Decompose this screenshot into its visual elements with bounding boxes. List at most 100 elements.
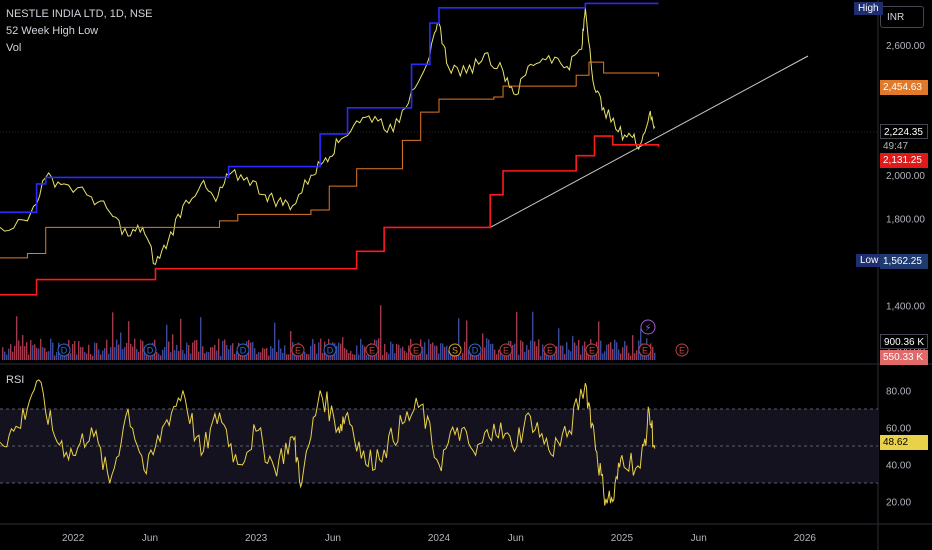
volume-bar (456, 352, 458, 360)
volume-bar (38, 348, 40, 360)
event-marker-icon[interactable]: E (365, 343, 379, 357)
low-value-label: 1,562.25 (880, 254, 928, 269)
event-marker-icon[interactable]: D (323, 343, 337, 357)
volume-bar (280, 348, 282, 360)
volume-bar (618, 349, 620, 360)
svg-text:D: D (240, 346, 247, 356)
volume-bar (184, 353, 186, 360)
volume-bar (308, 354, 310, 360)
price-tick-label: 1,400.00 (886, 302, 925, 313)
volume-bar (312, 338, 314, 360)
volume-bar (554, 349, 556, 360)
event-marker-icon[interactable]: D (143, 343, 157, 357)
volume-bar (630, 355, 632, 360)
price-tick-label: 2,000.00 (886, 171, 925, 182)
volume-bar (140, 339, 142, 360)
event-marker-icon[interactable]: E (675, 343, 689, 357)
volume-bar (296, 354, 298, 360)
volume-bar (40, 338, 42, 360)
volume-bar (164, 347, 166, 360)
volume-bar (610, 342, 612, 360)
volume-bar (622, 347, 624, 360)
volume-bar (606, 344, 608, 360)
volume-bar (86, 353, 88, 360)
event-marker-icon[interactable]: E (585, 343, 599, 357)
volume-bar (178, 351, 180, 360)
volume-bar (446, 345, 448, 360)
volume-bar (158, 353, 160, 360)
volume-bar (344, 348, 346, 360)
volume-bar (166, 324, 168, 360)
volume-bar (364, 346, 366, 360)
volume-bar (116, 339, 118, 360)
currency-button[interactable]: INR (880, 6, 924, 28)
volume-bar (204, 353, 206, 360)
volume-bar (460, 355, 462, 360)
time-tick-label: 2025 (611, 533, 634, 544)
volume-bar (70, 353, 72, 360)
volume-bar (390, 341, 392, 360)
volume-bar (654, 352, 656, 360)
volume-bar (212, 347, 214, 360)
volume-bar (24, 346, 26, 360)
volume-bar (558, 328, 560, 360)
event-marker-icon[interactable]: D (236, 343, 250, 357)
volume-bar (2, 347, 4, 360)
volume-label: Vol (6, 42, 22, 54)
volume-bar (550, 355, 552, 360)
volume-bar (52, 342, 54, 360)
volume-bar (432, 342, 434, 360)
low-line-label: 2,131.25 (880, 153, 928, 168)
time-tick-label: 2026 (794, 533, 817, 544)
volume-bar (28, 354, 30, 360)
event-marker-icon[interactable]: D (57, 343, 71, 357)
volume-bar (260, 352, 262, 360)
volume-bar (12, 351, 14, 360)
volume-bar (340, 343, 342, 360)
volume-bar (652, 346, 654, 360)
rsi-value-label: 48.62 (880, 435, 928, 450)
volume-bar (128, 321, 130, 360)
volume-bar (94, 342, 96, 360)
volume-bar (356, 345, 358, 360)
volume-bar (230, 345, 232, 360)
svg-text:E: E (679, 346, 685, 356)
volume-bar (564, 354, 566, 360)
countdown-label: 49:47 (880, 139, 928, 154)
volume-bar (122, 348, 124, 360)
event-marker-icon[interactable]: S (448, 343, 462, 357)
volume-bar (222, 340, 224, 360)
event-marker-icon[interactable]: D (468, 343, 482, 357)
event-marker-icon[interactable]: E (543, 343, 557, 357)
volume-bar (234, 353, 236, 360)
volume-bar (220, 355, 222, 360)
volume-bar (216, 350, 218, 360)
volume-bar (484, 347, 486, 360)
volume-bar (22, 335, 24, 360)
volume-bar (256, 354, 258, 360)
event-marker-icon[interactable]: E (409, 343, 423, 357)
volume-bar (80, 347, 82, 360)
rsi-tick-label: 60.00 (886, 424, 911, 435)
volume-bar (580, 354, 582, 360)
volume-bar (124, 346, 126, 360)
event-marker-icon[interactable]: E (499, 343, 513, 357)
svg-text:D: D (61, 346, 68, 356)
event-marker-icon[interactable]: E (638, 343, 652, 357)
volume-bar (194, 340, 196, 360)
volume-bar (310, 345, 312, 360)
volume-bar (302, 350, 304, 360)
volume-bar (634, 353, 636, 360)
event-marker-icon[interactable]: E (291, 343, 305, 357)
volume-bar (244, 354, 246, 360)
volume-bar (584, 341, 586, 360)
volume-bar (386, 352, 388, 360)
volume-bar (236, 351, 238, 360)
volume-bar (316, 353, 318, 360)
volume-bar (422, 346, 424, 360)
volume-bar (402, 346, 404, 360)
volume-bar (186, 342, 188, 360)
svg-text:E: E (295, 346, 301, 356)
volume-bar (162, 349, 164, 360)
